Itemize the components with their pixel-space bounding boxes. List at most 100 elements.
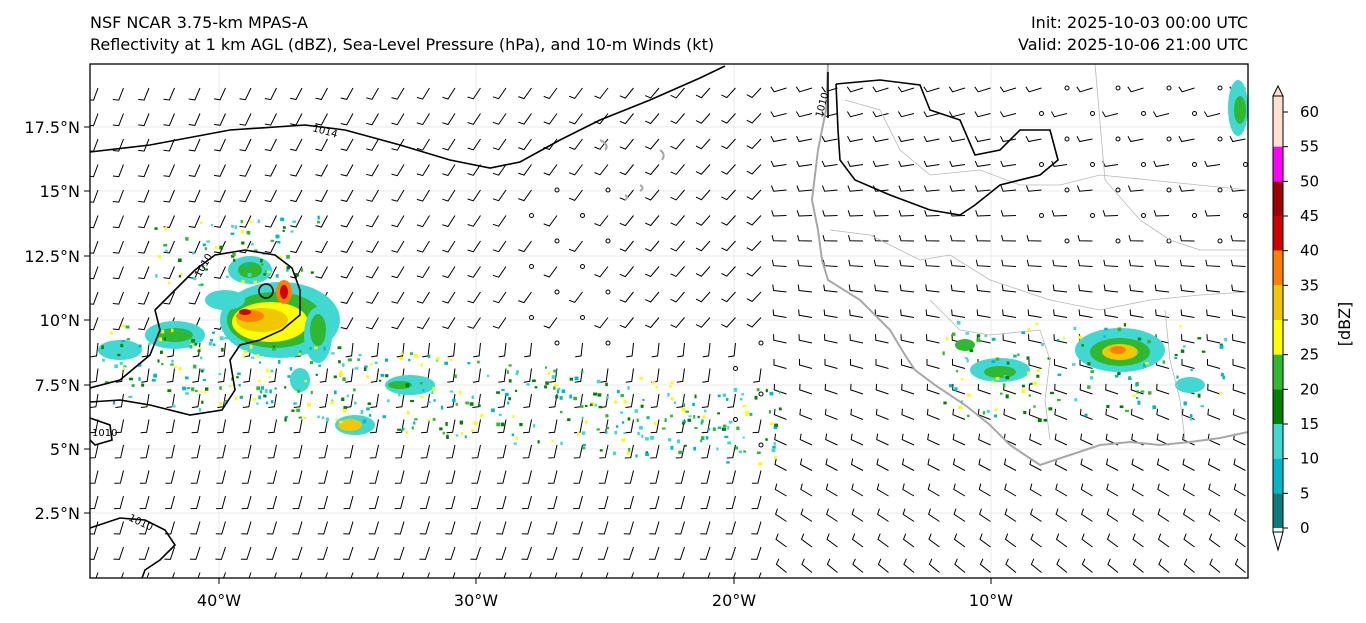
wind-barb: [114, 444, 124, 459]
wind-barb: [977, 383, 991, 395]
reflectivity-speckle: [1043, 418, 1048, 422]
calm-wind-marker: [1141, 111, 1146, 116]
wind-barb: [923, 160, 940, 167]
wind-barb: [442, 138, 456, 151]
wind-barb: [846, 111, 864, 118]
reflectivity-speckle: [275, 274, 279, 278]
wind-barb: [775, 533, 787, 548]
lat-label: 12.5°N: [24, 247, 80, 266]
wind-barb: [214, 87, 226, 101]
reflectivity-speckle: [292, 220, 297, 223]
wind-barb: [850, 408, 864, 420]
reflectivity-speckle: [378, 379, 382, 382]
wind-barb: [796, 210, 813, 217]
wind-barb: [923, 135, 940, 143]
reflectivity-speckle: [553, 386, 556, 390]
wind-barb: [952, 458, 966, 471]
reflectivity-speckle: [739, 397, 743, 401]
wind-barb: [112, 291, 124, 305]
reflectivity-speckle: [343, 406, 347, 410]
wind-barb: [1030, 508, 1042, 522]
wind-barb: [1155, 309, 1170, 318]
fields-subtitle: Reflectivity at 1 km AGL (dBZ), Sea-Leve…: [90, 35, 715, 54]
colorbar-tick-label: 40: [1300, 242, 1319, 260]
reflectivity-speckle: [1220, 372, 1224, 377]
reflectivity-speckle: [605, 414, 609, 418]
reflectivity-speckle: [1104, 327, 1108, 331]
reflectivity-speckle: [138, 344, 142, 348]
reflectivity-speckle: [1128, 376, 1131, 380]
wind-barb: [649, 521, 660, 535]
wind-barb: [898, 135, 915, 143]
wind-barb: [138, 317, 150, 331]
wind-barb: [707, 572, 711, 578]
wind-barb: [366, 87, 379, 100]
wind-barb: [1081, 533, 1093, 548]
wind-barb: [492, 189, 507, 202]
colorbar-cell: [1273, 250, 1283, 286]
wind-barb: [928, 508, 940, 522]
wind-barb: [471, 495, 481, 510]
wind-barb: [1105, 383, 1119, 395]
reflectivity-speckle: [687, 418, 692, 422]
wind-barb: [726, 470, 736, 484]
wind-barb: [518, 189, 532, 202]
reflectivity-speckle: [232, 253, 236, 257]
wind-barb: [214, 215, 226, 228]
wind-barb: [645, 291, 660, 303]
reflectivity-speckle: [347, 358, 352, 362]
reflectivity-speckle: [982, 411, 986, 415]
wind-barb: [1051, 210, 1068, 217]
wind-barb: [630, 572, 634, 578]
wind-barb: [1102, 210, 1119, 217]
reflectivity-speckle: [357, 358, 360, 361]
wind-barb: [875, 334, 889, 344]
reflectivity-speckle: [374, 361, 378, 365]
wind-barb: [1130, 383, 1144, 395]
wind-barb: [675, 470, 685, 484]
reflectivity-speckle: [366, 407, 370, 411]
reflectivity-speckle: [967, 393, 971, 398]
reflectivity-speckle: [692, 402, 695, 406]
calm-wind-marker: [1064, 187, 1070, 193]
wind-barb: [619, 164, 634, 176]
wind-barb: [396, 342, 405, 358]
wind-barb: [574, 419, 583, 434]
wind-barb: [1101, 111, 1119, 118]
wind-barb: [950, 234, 966, 242]
wind-barb: [90, 266, 99, 280]
wind-barb: [197, 572, 201, 578]
wind-barb: [416, 240, 430, 253]
wind-barb: [471, 470, 481, 484]
wind-barb: [370, 419, 379, 434]
wind-barb: [318, 444, 328, 459]
reflectivity-speckle: [496, 391, 500, 394]
wind-barb: [163, 87, 175, 101]
wind-barb: [240, 546, 252, 560]
reflectivity-speckle: [617, 389, 620, 394]
reflectivity-speckle: [289, 367, 293, 371]
wind-barb: [727, 393, 736, 408]
reflectivity-speckle: [645, 452, 649, 457]
reflectivity-speckle: [670, 445, 674, 450]
reflectivity-speckle: [1152, 405, 1157, 410]
wind-barb: [721, 189, 736, 201]
colorbar-cell: [1273, 389, 1283, 424]
wind-barb: [605, 572, 609, 578]
reflectivity-speckle: [1183, 401, 1187, 406]
wind-barb: [851, 483, 864, 497]
reflectivity-speckle: [337, 346, 342, 350]
reflectivity-speckle: [560, 441, 563, 446]
reflectivity-speckle: [655, 386, 658, 389]
reflectivity-speckle: [684, 444, 687, 447]
reflectivity-speckle: [257, 219, 260, 224]
wind-barb: [190, 521, 201, 535]
reflectivity-speckle: [402, 427, 405, 431]
wind-barb: [849, 309, 864, 318]
wind-barb: [826, 508, 838, 522]
lon-label: 20°W: [712, 591, 756, 610]
wind-barb: [850, 383, 864, 395]
wind-barb: [171, 572, 175, 578]
reflectivity-speckle: [446, 435, 449, 439]
reflectivity-speckle: [205, 268, 208, 271]
